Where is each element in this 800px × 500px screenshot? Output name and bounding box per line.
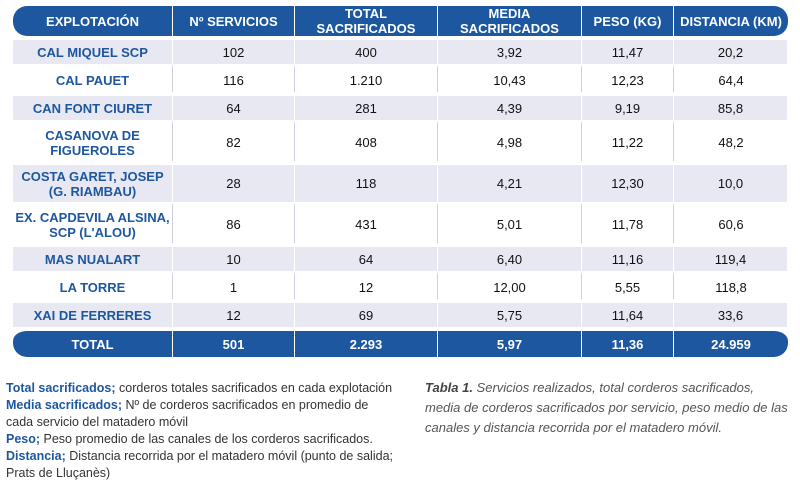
cell-peso: 11,47 [582,36,674,64]
cell-total: 69 [295,299,438,327]
cell-distancia: 119,4 [674,243,788,271]
legend-term: Total sacrificados; [6,381,116,395]
data-table: EXPLOTACIÓN Nº SERVICIOS TOTAL SACRIFICA… [13,6,788,357]
cell-explotacion: EX. CAPDEVILA ALSINA, SCP (L'ALOU) [13,202,173,243]
cell-servicios: 86 [173,202,295,243]
legend-desc: Nº de corderos sacrificados en promedio … [6,398,369,429]
cell-total: 1.210 [295,64,438,92]
total-media: 5,97 [438,327,582,357]
legend-item: Total sacrificados; corderos totales sac… [6,380,398,397]
cell-servicios: 116 [173,64,295,92]
cell-peso: 9,19 [582,92,674,120]
table-caption: Tabla 1. Servicios realizados, total cor… [425,378,790,438]
cell-total: 281 [295,92,438,120]
cell-peso: 12,23 [582,64,674,92]
cell-media: 3,92 [438,36,582,64]
cell-media: 5,01 [438,202,582,243]
cell-distancia: 48,2 [674,120,788,161]
table-row: CAL MIQUEL SCP 102 400 3,92 11,47 20,2 [13,36,788,64]
cell-media: 4,39 [438,92,582,120]
cell-total: 431 [295,202,438,243]
cell-distancia: 33,6 [674,299,788,327]
cell-peso: 11,22 [582,120,674,161]
cell-servicios: 82 [173,120,295,161]
caption-text: Servicios realizados, total corderos sac… [425,380,788,435]
header-servicios: Nº SERVICIOS [173,6,295,36]
table-row: LA TORRE 1 12 12,00 5,55 118,8 [13,271,788,299]
cell-media: 5,75 [438,299,582,327]
cell-explotacion: CAL MIQUEL SCP [13,36,173,64]
cell-distancia: 85,8 [674,92,788,120]
legend-notes: Total sacrificados; corderos totales sac… [6,380,398,482]
data-table-container: EXPLOTACIÓN Nº SERVICIOS TOTAL SACRIFICA… [13,6,788,357]
cell-distancia: 10,0 [674,161,788,202]
table-row: XAI DE FERRERES 12 69 5,75 11,64 33,6 [13,299,788,327]
table-row: EX. CAPDEVILA ALSINA, SCP (L'ALOU) 86 43… [13,202,788,243]
legend-term: Distancia; [6,449,66,463]
table-row: MAS NUALART 10 64 6,40 11,16 119,4 [13,243,788,271]
total-servicios: 501 [173,327,295,357]
legend-item: Media sacrificados; Nº de corderos sacri… [6,397,398,431]
cell-servicios: 64 [173,92,295,120]
cell-servicios: 102 [173,36,295,64]
legend-desc: Distancia recorrida por el matadero móvi… [6,449,393,480]
table-row: COSTA GARET, JOSEP (G. RIAMBAU) 28 118 4… [13,161,788,202]
total-label: TOTAL [13,327,173,357]
cell-distancia: 60,6 [674,202,788,243]
cell-peso: 11,16 [582,243,674,271]
cell-distancia: 20,2 [674,36,788,64]
cell-media: 4,21 [438,161,582,202]
cell-total: 408 [295,120,438,161]
cell-servicios: 12 [173,299,295,327]
header-explotacion: EXPLOTACIÓN [13,6,173,36]
legend-term: Media sacrificados; [6,398,123,412]
table-row: CASANOVA DE FIGUEROLES 82 408 4,98 11,22… [13,120,788,161]
table-row: CAL PAUET 116 1.210 10,43 12,23 64,4 [13,64,788,92]
cell-servicios: 1 [173,271,295,299]
legend-desc: Peso promedio de las canales de los cord… [40,432,373,446]
cell-total: 118 [295,161,438,202]
cell-media: 4,98 [438,120,582,161]
legend-desc: corderos totales sacrificados en cada ex… [115,381,393,395]
cell-explotacion: CAL PAUET [13,64,173,92]
cell-explotacion: LA TORRE [13,271,173,299]
caption-label: Tabla 1. [425,380,473,395]
cell-total: 400 [295,36,438,64]
cell-media: 12,00 [438,271,582,299]
cell-total: 64 [295,243,438,271]
cell-media: 10,43 [438,64,582,92]
cell-servicios: 28 [173,161,295,202]
header-total-sacrificados: TOTAL SACRIFICADOS [295,6,438,36]
legend-item: Peso; Peso promedio de las canales de lo… [6,431,398,448]
header-peso: PESO (KG) [582,6,674,36]
cell-distancia: 64,4 [674,64,788,92]
cell-total: 12 [295,271,438,299]
cell-media: 6,40 [438,243,582,271]
table-row: CAN FONT CIURET 64 281 4,39 9,19 85,8 [13,92,788,120]
total-total: 2.293 [295,327,438,357]
cell-explotacion: CASANOVA DE FIGUEROLES [13,120,173,161]
legend-item: Distancia; Distancia recorrida por el ma… [6,448,398,482]
cell-peso: 11,78 [582,202,674,243]
cell-explotacion: CAN FONT CIURET [13,92,173,120]
legend-term: Peso; [6,432,41,446]
cell-explotacion: XAI DE FERRERES [13,299,173,327]
header-distancia: DISTANCIA (KM) [674,6,788,36]
cell-explotacion: MAS NUALART [13,243,173,271]
table-total-row: TOTAL 501 2.293 5,97 11,36 24.959 [13,327,788,357]
cell-distancia: 118,8 [674,271,788,299]
cell-explotacion: COSTA GARET, JOSEP (G. RIAMBAU) [13,161,173,202]
cell-peso: 11,64 [582,299,674,327]
cell-servicios: 10 [173,243,295,271]
cell-peso: 12,30 [582,161,674,202]
table-header-row: EXPLOTACIÓN Nº SERVICIOS TOTAL SACRIFICA… [13,6,788,36]
header-media-sacrificados: MEDIA SACRIFICADOS [438,6,582,36]
total-distancia: 24.959 [674,327,788,357]
cell-peso: 5,55 [582,271,674,299]
total-peso: 11,36 [582,327,674,357]
